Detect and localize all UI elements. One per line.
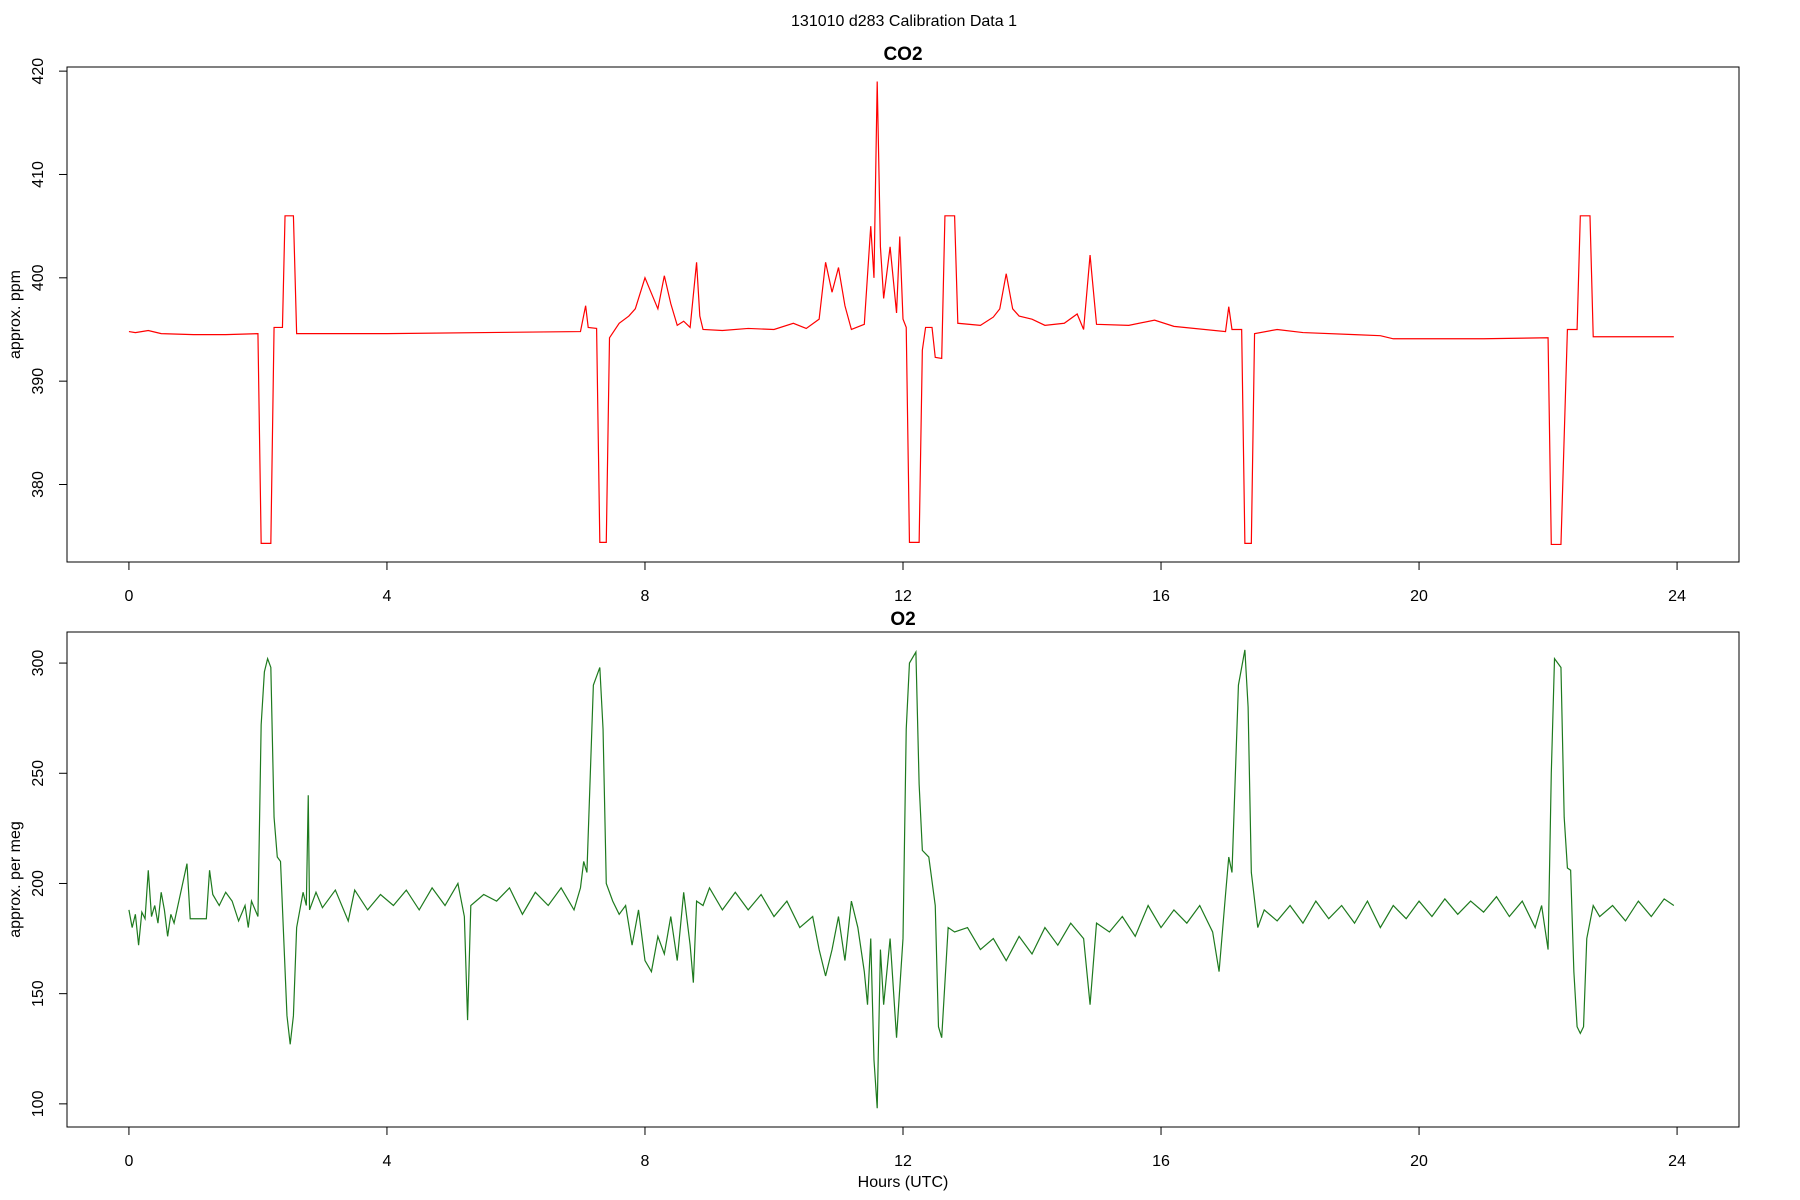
y-tick-label: 380: [30, 471, 47, 498]
y-tick-label: 300: [30, 650, 47, 677]
y-tick-label: 410: [30, 161, 47, 188]
x-tick-label: 0: [124, 588, 133, 605]
y-tick-label: 100: [30, 1090, 47, 1117]
x-tick-label: 0: [124, 1153, 133, 1170]
x-tick-label: 20: [1410, 1153, 1428, 1170]
y-tick-label: 200: [30, 870, 47, 897]
x-tick-label: 4: [382, 588, 391, 605]
chart-title: CO2: [883, 44, 922, 65]
y-axis-label: approx. per meg: [7, 821, 24, 938]
x-tick-label: 16: [1152, 588, 1170, 605]
data-line: [128, 81, 1674, 546]
chart-title: O2: [890, 609, 915, 630]
data-line: [128, 649, 1675, 1109]
x-tick-label: 20: [1410, 588, 1428, 605]
x-tick-label: 24: [1668, 588, 1686, 605]
x-tick-label: 12: [894, 588, 912, 605]
x-tick-label: 4: [382, 1153, 391, 1170]
y-tick-label: 250: [30, 760, 47, 787]
x-axis-label: Hours (UTC): [858, 1174, 949, 1191]
x-tick-label: 8: [641, 1153, 650, 1170]
y-tick-label: 400: [30, 264, 47, 291]
y-tick-label: 390: [30, 368, 47, 395]
x-tick-label: 24: [1668, 1153, 1686, 1170]
x-tick-label: 12: [894, 1153, 912, 1170]
x-tick-label: 8: [641, 588, 650, 605]
y-axis-label: approx. ppm: [7, 270, 24, 359]
y-tick-label: 150: [30, 980, 47, 1007]
x-tick-label: 16: [1152, 1153, 1170, 1170]
page-title: 131010 d283 Calibration Data 1: [791, 13, 1017, 30]
y-tick-label: 420: [30, 58, 47, 85]
